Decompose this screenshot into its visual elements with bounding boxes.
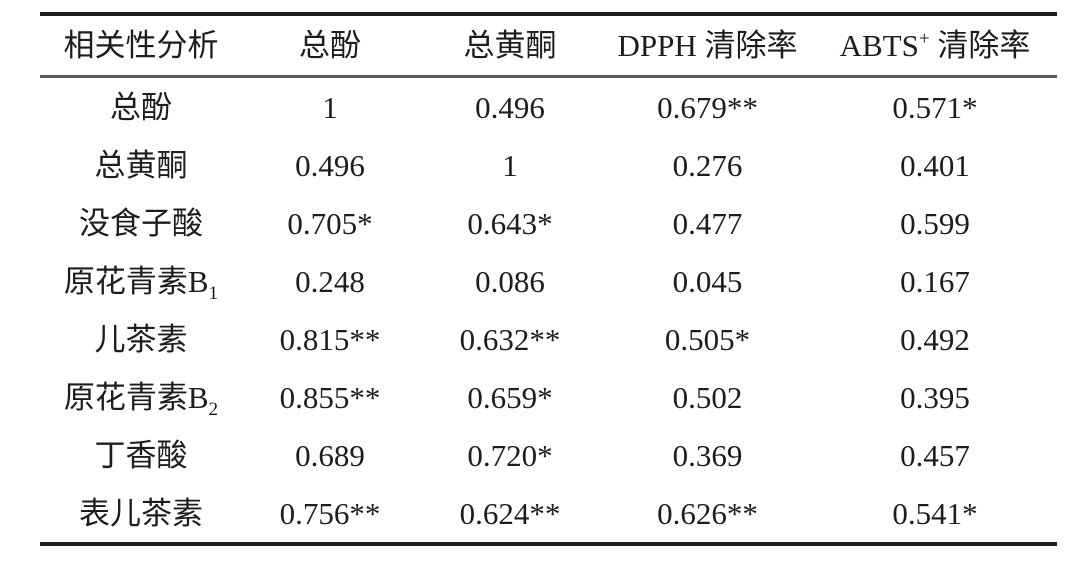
correlation-value-cell: 0.492 [900,321,970,357]
row-label: 丁香酸 [94,437,188,473]
col-header-total-phenols: 总酚 [242,14,418,77]
correlation-value-cell: 0.369 [672,437,743,473]
correlation-value-cell: 0.599 [900,205,970,241]
row-label-cell: 儿茶素 [40,310,242,368]
superscript-plus: + [918,28,930,50]
table-header: 相关性分析 总酚 总黄酮 DPPH 清除率 ABTS+ 清除率 [40,14,1057,77]
row-label-cell: 总酚 [40,77,242,137]
correlation-value-cell: 0.720* [467,437,553,473]
correlation-value-cell: 0.276 [672,147,743,183]
subscript-index: 1 [208,282,219,304]
row-label-cell: 没食子酸 [40,194,242,252]
correlation-value-cell: 0.395 [900,379,970,415]
correlation-value-cell: 0.502 [672,379,743,415]
table-body: 总酚 1 0.496 0.679** 0.571* 总黄酮 0.496 1 0.276 0.401… [40,77,1057,544]
subscript-index: 2 [208,398,219,420]
col-header-correlation-analysis: 相关性分析 [40,14,242,77]
correlation-value-cell: 0.505* [664,321,751,357]
correlation-value-cell: 0.756** [279,495,381,531]
row-label-cell: 原花青素B1 [40,252,242,310]
row-label: 原花青素B [63,379,209,415]
correlation-value-cell: 0.457 [900,437,970,473]
correlation-value-cell: 0.632** [459,321,561,357]
correlation-value-cell: 0.643* [467,205,553,241]
correlation-value-cell: 0.659* [467,379,553,415]
correlation-value-cell: 0.086 [475,263,545,299]
correlation-value-cell: 0.045 [672,263,743,299]
correlation-value-cell: 0.815** [279,321,381,357]
row-label: 没食子酸 [79,205,203,241]
row-label: 儿茶素 [94,321,188,357]
correlation-value-cell: 0.626** [657,495,758,531]
table-row: 总黄酮 0.496 1 0.276 0.401 [40,136,1057,194]
correlation-value-cell: 0.541* [892,495,978,531]
row-label: 表儿茶素 [79,495,203,531]
col-header-label: ABTS [839,28,919,63]
correlation-analysis-table: 相关性分析 总酚 总黄酮 DPPH 清除率 ABTS+ 清除率 总酚 1 0.496… [40,12,1057,546]
row-label: 总黄酮 [94,147,188,183]
col-header-label: 总黄酮 [463,28,557,63]
col-header-total-flavonoids: 总黄酮 [418,14,602,77]
col-header-label: 相关性分析 [63,28,219,63]
row-label-cell: 丁香酸 [40,426,242,484]
row-label-cell: 总黄酮 [40,136,242,194]
col-header-dpph-scavenging: DPPH 清除率 [602,14,813,77]
table-row: 丁香酸 0.689 0.720* 0.369 0.457 [40,426,1057,484]
correlation-value-cell: 0.624** [459,495,561,531]
correlation-value-cell: 0.679** [657,89,758,125]
correlation-value-cell: 0.571* [892,89,978,125]
correlation-table-container: 相关性分析 总酚 总黄酮 DPPH 清除率 ABTS+ 清除率 总酚 1 0.496… [40,12,1057,546]
correlation-value-cell: 0.855** [279,379,381,415]
correlation-value-cell: 0.496 [475,89,545,125]
table-row: 表儿茶素 0.756** 0.624** 0.626** 0.541* [40,484,1057,544]
table-row: 原花青素B2 0.855** 0.659* 0.502 0.395 [40,368,1057,426]
correlation-value-cell: 1 [502,147,518,183]
correlation-value-cell: 0.167 [900,263,970,299]
col-header-abts-scavenging: ABTS+ 清除率 [813,14,1057,77]
col-header-label: 总酚 [299,28,361,63]
row-label-cell: 原花青素B2 [40,368,242,426]
col-header-label: DPPH 清除率 [617,28,798,63]
row-label: 总酚 [110,89,172,125]
correlation-value-cell: 0.401 [900,147,970,183]
col-header-label-suffix: 清除率 [929,28,1031,63]
correlation-value-cell: 0.689 [295,437,365,473]
row-label-cell: 表儿茶素 [40,484,242,544]
correlation-value-cell: 1 [322,89,338,125]
table-row: 没食子酸 0.705* 0.643* 0.477 0.599 [40,194,1057,252]
correlation-value-cell: 0.496 [295,147,365,183]
row-label: 原花青素B [63,263,209,299]
table-row: 儿茶素 0.815** 0.632** 0.505* 0.492 [40,310,1057,368]
correlation-value-cell: 0.705* [287,205,373,241]
table-row: 原花青素B1 0.248 0.086 0.045 0.167 [40,252,1057,310]
correlation-value-cell: 0.477 [672,205,743,241]
correlation-value-cell: 0.248 [295,263,365,299]
header-row: 相关性分析 总酚 总黄酮 DPPH 清除率 ABTS+ 清除率 [40,14,1057,77]
table-row: 总酚 1 0.496 0.679** 0.571* [40,77,1057,137]
